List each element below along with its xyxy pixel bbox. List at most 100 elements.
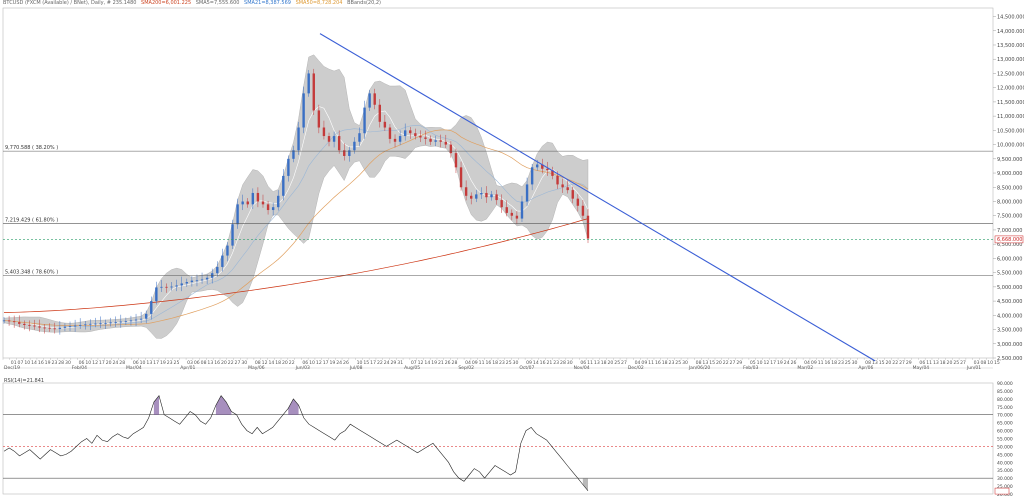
x-tick-label: 08 — [255, 360, 261, 366]
y-tick-label: 13,500.000 — [997, 43, 1024, 49]
chart-header: BTCUSD (FXCM (Available) / BNet), Daily,… — [3, 0, 384, 6]
x-tick-label: 28 — [452, 360, 458, 366]
candle-body — [505, 207, 508, 213]
candle-body — [53, 328, 56, 330]
candle-body — [68, 326, 72, 327]
x-tick-label: 30 — [852, 360, 858, 366]
candle-body — [332, 136, 336, 142]
rsi-y-tick-label: 40.000 — [997, 460, 1013, 466]
candle-body — [368, 93, 371, 108]
sma50-line — [3, 129, 589, 326]
x-tick-label: 15 — [709, 360, 715, 366]
candle-body — [2, 320, 6, 322]
x-tick-label: 23 — [838, 360, 844, 366]
x-tick-label: 10 — [757, 360, 763, 366]
candle-body — [282, 175, 285, 196]
x-tick-label: 26 — [343, 360, 349, 366]
candle-body — [525, 184, 529, 202]
x-tick-label: 06 — [302, 360, 308, 366]
candle-body — [495, 194, 498, 201]
x-tick-label: 23 — [553, 360, 559, 366]
x-tick-label: 25 — [174, 360, 180, 366]
candle-body — [571, 190, 574, 199]
rsi-y-tick-label: 50.000 — [997, 444, 1013, 450]
x-tick-label: 20 — [106, 360, 112, 366]
bollinger-band-area — [3, 54, 589, 339]
x-tick-label: 17 — [770, 360, 776, 366]
candle-body — [551, 170, 554, 176]
x-tick-label: Jan/06/20 — [688, 365, 711, 371]
candle-body — [398, 136, 402, 142]
candle-body — [393, 138, 397, 142]
candle-body — [419, 136, 422, 138]
x-tick-label: 24 — [336, 360, 342, 366]
y-tick-label: 11,000.000 — [997, 114, 1024, 120]
x-tick-label: Feb/04 — [72, 365, 87, 371]
x-tick-label: Jun/03 — [295, 365, 310, 371]
rsi-y-tick-label: 20.000 — [997, 492, 1013, 498]
candle-body — [190, 280, 194, 283]
x-tick-label: 11 — [818, 360, 824, 366]
x-tick-label: Jun/01 — [966, 365, 981, 371]
candle-body — [266, 204, 270, 211]
rsi-y-tick-label: 55.000 — [997, 437, 1013, 443]
x-tick-label: Apr/06 — [858, 365, 873, 371]
candle-body — [155, 287, 158, 302]
candle-body — [556, 175, 559, 185]
candle-body — [109, 322, 112, 324]
x-tick-label: 31 — [397, 360, 403, 366]
x-tick-label: 14 — [31, 360, 37, 366]
candle-body — [403, 130, 407, 137]
candle-body — [586, 215, 590, 239]
candle-body — [414, 133, 417, 137]
x-tick-label: 09 — [811, 360, 817, 366]
sma200-label: SMA200=6,001.225 — [141, 0, 192, 6]
x-tick-label: Apr/01 — [180, 365, 195, 371]
y-tick-label: 13,000.000 — [997, 57, 1024, 63]
candle-body — [444, 141, 448, 145]
y-tick-label: 11,500.000 — [997, 100, 1024, 106]
candle-body — [424, 137, 427, 139]
y-tick-label: 5,500.000 — [997, 271, 1022, 277]
candle-body — [520, 201, 524, 219]
x-tick-label: 29 — [391, 360, 397, 366]
candle-body — [12, 321, 16, 323]
x-tick-label: Nov/04 — [574, 365, 590, 371]
candle-body — [327, 136, 331, 142]
candle-body — [566, 187, 569, 191]
x-tick-label: Dec/19 — [4, 365, 20, 371]
candle-body — [180, 283, 183, 286]
candle-body — [246, 201, 249, 205]
candle-body — [480, 192, 483, 195]
candle-body — [261, 201, 265, 205]
x-tick-label: 17 — [99, 360, 105, 366]
x-tick-label: 30 — [65, 360, 71, 366]
x-tick-label: 27 — [730, 360, 736, 366]
x-tick-label: 12 — [92, 360, 98, 366]
x-tick-label: 20 — [607, 360, 613, 366]
x-tick-label: 10 — [140, 360, 146, 366]
candle-body — [277, 195, 280, 208]
candle-body — [7, 320, 11, 322]
candle-body — [490, 194, 493, 198]
candle-body — [541, 164, 544, 169]
candle-body — [251, 192, 255, 205]
x-tick-label: 14 — [533, 360, 539, 366]
candle-body — [449, 144, 453, 154]
candle-body — [94, 323, 97, 325]
x-tick-label: 04 — [635, 360, 641, 366]
x-tick-label: 29 — [906, 360, 912, 366]
candle-body — [236, 204, 239, 225]
x-tick-label: 19 — [777, 360, 783, 366]
x-tick-label: 27 — [960, 360, 966, 366]
x-tick-label: 15 — [363, 360, 369, 366]
x-tick-label: 04 — [804, 360, 810, 366]
x-tick-label: 30 — [241, 360, 247, 366]
candle-body — [48, 327, 51, 329]
x-tick-label: 15 — [994, 360, 1000, 366]
candle-body — [470, 195, 473, 199]
x-tick-label: 11 — [479, 360, 485, 366]
candle-body — [530, 167, 534, 185]
candle-body — [78, 324, 82, 326]
